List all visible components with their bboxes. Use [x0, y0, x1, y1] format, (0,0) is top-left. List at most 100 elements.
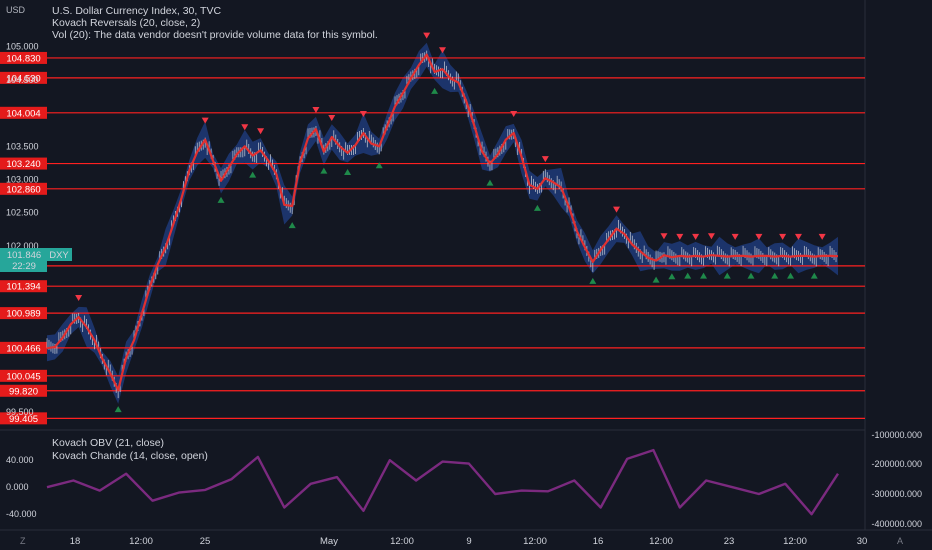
reversal-down-arrow	[676, 233, 684, 240]
reversal-down-arrow	[257, 128, 265, 135]
price-line	[46, 53, 839, 392]
reversal-down-arrow	[312, 107, 320, 114]
y-tick-label: 103.500	[6, 141, 39, 151]
x-tick-label: 9	[466, 536, 471, 547]
symbol-badge[interactable]: 101.846 22:29 DXY	[0, 248, 72, 272]
level-tag-bg	[0, 307, 47, 320]
reversal-up-arrow	[344, 168, 352, 175]
reversal-up-arrow	[747, 272, 755, 279]
osc-right-tick: -200000.000	[871, 459, 922, 469]
indicator-legend-chande[interactable]: Kovach Chande (14, close, open)	[52, 450, 208, 462]
indicator-legend-obv[interactable]: Kovach OBV (21, close)	[52, 437, 165, 449]
indicator-legend-reversals[interactable]: Kovach Reversals (20, close, 2)	[52, 17, 201, 29]
level-tag: 104.530	[6, 73, 40, 84]
osc-y-tick: 0.000	[6, 482, 29, 492]
reversal-up-arrow	[652, 276, 660, 283]
symbol-tag-bg	[47, 248, 72, 261]
y-tick-label: 99.500	[6, 407, 34, 417]
level-tag: 101.394	[6, 282, 40, 293]
x-tick-label: 12:00	[649, 536, 673, 547]
reversal-down-arrow	[779, 233, 787, 240]
axes: 18 12:00 25 May 12:00 9 12:00 16 12:00 23 12:00 30 1…	[6, 42, 867, 547]
reversal-down-arrow	[510, 111, 518, 118]
reversal-up-arrow	[533, 204, 541, 211]
level-tag: 104.830	[6, 53, 40, 64]
level-tag: 99.820	[9, 386, 38, 397]
reversal-down-arrow	[818, 233, 826, 240]
y-tick-label: 104.500	[6, 75, 39, 85]
reversal-up-arrow	[771, 272, 779, 279]
reversal-down-arrow	[241, 124, 249, 131]
level-tag-bg	[0, 412, 47, 425]
price-badge-countdown: 22:29	[12, 261, 36, 272]
level-tag-bg	[0, 341, 47, 354]
reversal-down-arrow	[794, 233, 802, 240]
grid	[0, 0, 932, 531]
oscillator-line	[46, 448, 840, 516]
chart-title[interactable]: U.S. Dollar Currency Index, 30, TVC	[52, 5, 222, 17]
price-badge-bg	[0, 248, 47, 272]
reversal-down-arrow	[439, 47, 446, 54]
y-tick-label: 102.500	[6, 208, 39, 218]
reversal-up-arrow	[217, 196, 225, 203]
x-tick-label: 12:00	[783, 536, 807, 547]
level-tag-bg	[0, 106, 47, 119]
reversal-up-arrow	[375, 162, 383, 169]
currency-label: USD	[6, 5, 26, 15]
reversal-down-arrow	[731, 233, 739, 240]
level-tag-bg	[0, 384, 47, 397]
reversal-arrows	[75, 32, 826, 413]
level-tag: 100.045	[6, 371, 40, 382]
reversal-up-arrow	[684, 272, 692, 279]
reversal-down-arrow	[692, 233, 700, 240]
reversal-down-arrow	[613, 206, 621, 213]
x-tick-label: 12:00	[129, 536, 153, 547]
reversal-down-arrow	[328, 114, 336, 121]
x-tick-label: 12:00	[523, 536, 547, 547]
level-tag: 103.240	[6, 159, 40, 170]
reversal-down-arrow	[75, 295, 83, 302]
x-tick-label: 25	[200, 536, 211, 547]
x-tick-label: 18	[70, 536, 81, 547]
osc-right-tick: -100000.000	[871, 430, 922, 440]
y-tick-label: 105.000	[6, 42, 39, 52]
reversal-down-arrow	[541, 156, 549, 163]
reversal-up-arrow	[723, 272, 731, 279]
indicator-legend-volume[interactable]: Vol (20): The data vendor doesn't provid…	[52, 29, 378, 41]
symbol-tag: DXY	[49, 250, 69, 261]
reversal-up-arrow	[486, 179, 494, 186]
reversal-down-arrow	[423, 32, 431, 39]
x-tick-label: 12:00	[390, 536, 414, 547]
x-tick-label: 23	[724, 536, 735, 547]
reversal-up-arrow	[288, 222, 296, 229]
osc-right-tick: -300000.000	[871, 489, 922, 499]
auto-scale-ctl[interactable]: A	[897, 536, 904, 546]
level-tag-bg	[0, 51, 47, 64]
reversal-up-arrow	[810, 272, 818, 279]
level-tag: 99.405	[9, 414, 38, 425]
reversal-up-arrow	[431, 87, 439, 94]
level-tag-bg	[0, 280, 47, 293]
reversal-down-arrow	[707, 233, 715, 240]
level-tag: 100.989	[6, 309, 40, 320]
reversal-down-arrow	[755, 233, 763, 240]
reversal-down-arrow	[201, 117, 209, 124]
reversal-up-arrow	[700, 272, 708, 279]
osc-y-tick: 40.000	[6, 455, 34, 465]
x-tick-label: 30	[857, 536, 868, 547]
reversal-up-arrow	[668, 273, 676, 280]
x-tick-label: May	[320, 536, 338, 547]
level-tag-bg	[0, 182, 47, 195]
level-tag-bg	[0, 71, 47, 84]
osc-y-tick: -40.000	[6, 509, 37, 519]
zoom-ctl-left[interactable]: Z	[20, 536, 26, 546]
level-tag: 104.004	[6, 108, 40, 119]
band-area	[47, 42, 838, 404]
reversal-up-arrow	[114, 406, 122, 413]
reversal-up-arrow	[249, 171, 257, 178]
y-tick-label: 102.000	[6, 241, 39, 251]
osc-right-tick: -400000.000	[871, 519, 922, 529]
